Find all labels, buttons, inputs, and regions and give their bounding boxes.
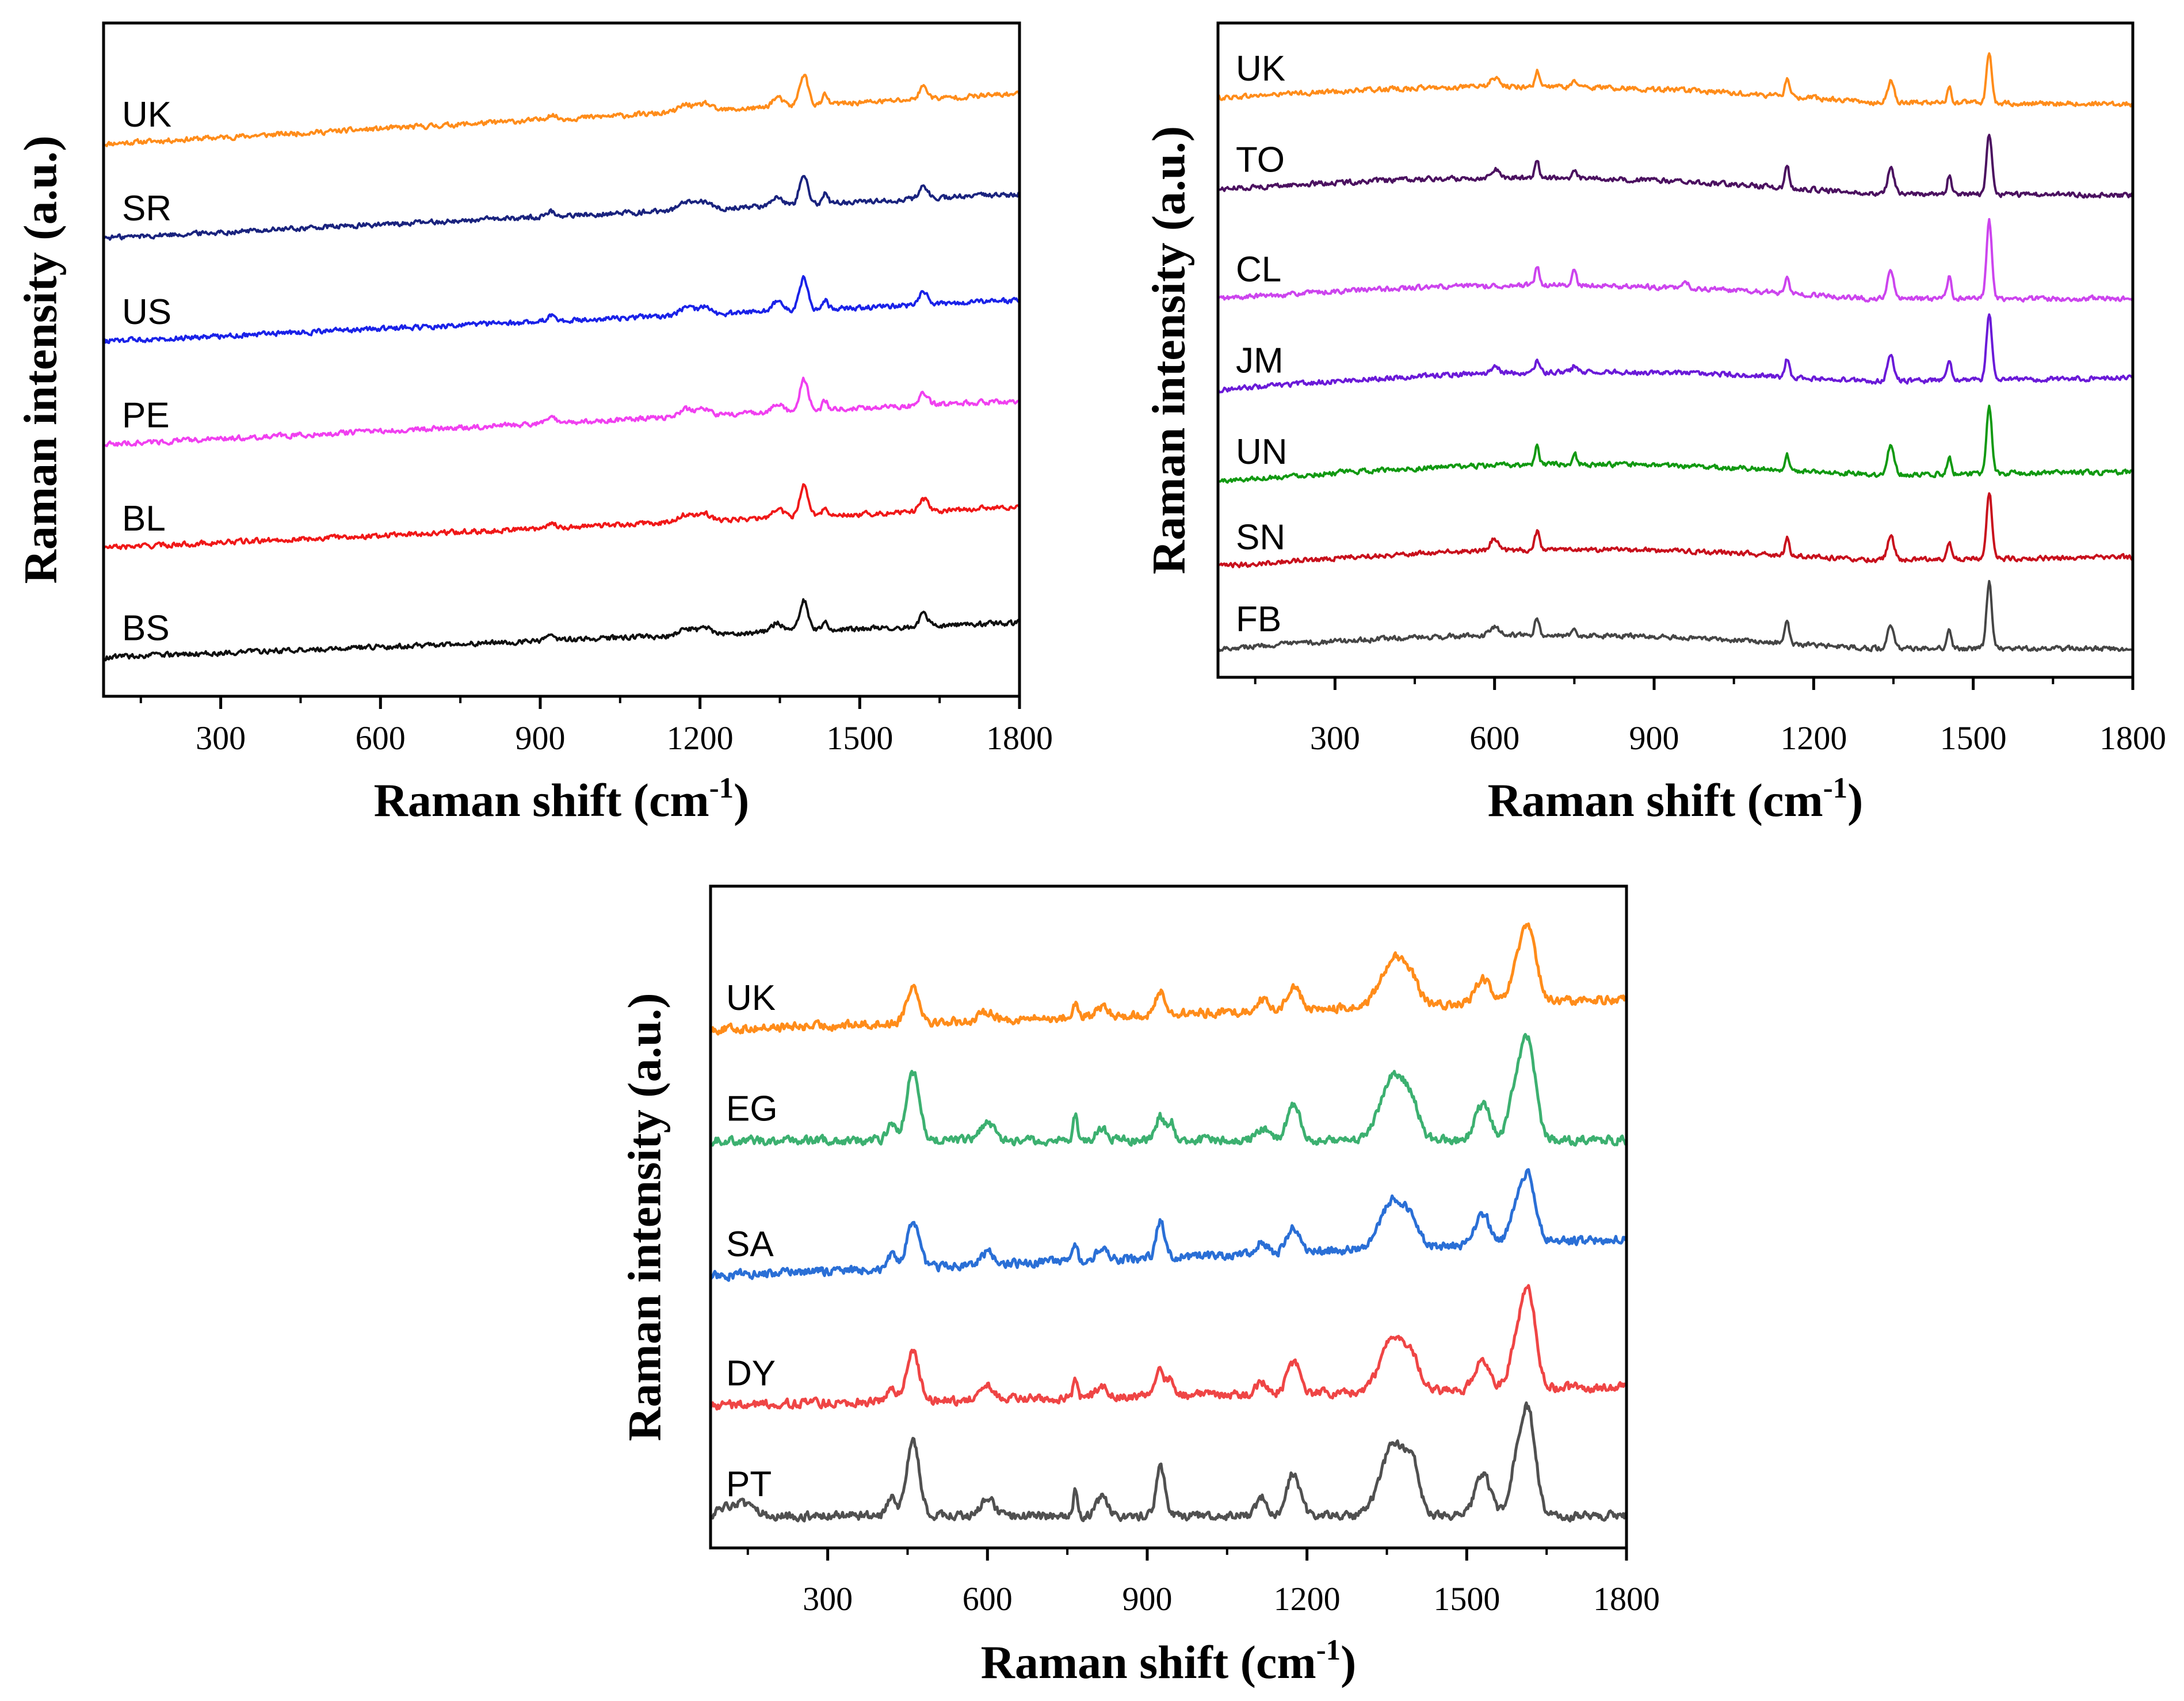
series-line-eg	[709, 1033, 1628, 1147]
x-tick-label: 600	[1469, 719, 1519, 757]
x-tick-label: 1200	[667, 719, 734, 757]
series-label-us: US	[122, 292, 171, 332]
x-tick-label: 1800	[2099, 719, 2166, 757]
series-line-dy	[709, 1284, 1627, 1411]
series-label-pe: PE	[122, 395, 170, 435]
x-axis-title: Raman shift (cm-1)	[374, 772, 750, 826]
series-line-cl	[1217, 218, 2134, 303]
x-tick-label: 900	[515, 719, 565, 757]
series-line-sr	[102, 175, 1021, 241]
series-line-pe	[103, 376, 1021, 448]
series-label-fb: FB	[1236, 600, 1281, 639]
series-line-uk	[103, 74, 1021, 147]
series-label-uk: UK	[122, 95, 171, 135]
x-tick-label: 300	[196, 719, 246, 757]
series-line-sa	[709, 1168, 1627, 1282]
series-line-uk	[709, 922, 1628, 1036]
series-label-dy: DY	[726, 1354, 776, 1394]
series-label-sn: SN	[1236, 517, 1285, 557]
series-line-bs	[102, 598, 1021, 662]
panel-bottom: UK EG SA DY PT 300 600 900 1200 1500 1800 Raman shi…	[618, 884, 1660, 1688]
series-label-cl: CL	[1236, 250, 1281, 289]
series-label-bl: BL	[122, 499, 166, 539]
x-tick-label: 1200	[1780, 719, 1847, 757]
x-tick-label: 900	[1122, 1580, 1172, 1618]
plot-frame	[102, 21, 1021, 698]
x-tick-label: 1800	[1593, 1580, 1660, 1618]
x-tick-label: 1500	[1940, 719, 2007, 757]
x-tick-label: 1500	[1433, 1580, 1500, 1618]
series-label-to: TO	[1236, 140, 1285, 180]
series-label-sr: SR	[122, 189, 171, 228]
series-label-pt: PT	[726, 1464, 772, 1504]
series-label-un: UN	[1236, 432, 1288, 472]
series-line-pt	[709, 1401, 1628, 1523]
series-line-bl	[102, 483, 1021, 550]
series-line-sn	[1217, 492, 2134, 569]
plot-frame	[1216, 21, 2135, 679]
series-line-un	[1217, 405, 2134, 484]
panel-top-right: UK TO CL JM UN SN FB 300 600 900 1200 1500 1800 Raman…	[1143, 21, 2166, 826]
plot-frame	[709, 884, 1628, 1550]
series-label-eg: EG	[726, 1089, 778, 1129]
y-axis-title: Raman intensity (a.u.)	[618, 993, 671, 1441]
x-tick-label: 1500	[826, 719, 893, 757]
x-tick-label: 1800	[986, 719, 1053, 757]
y-axis-title: Raman intensity (a.u.)	[14, 135, 67, 583]
series-line-jm	[1217, 313, 2134, 394]
series-line-us	[102, 275, 1021, 344]
series-label-bs: BS	[122, 608, 170, 648]
series-line-fb	[1217, 579, 2134, 653]
series-label-jm: JM	[1236, 341, 1284, 381]
series-line-uk	[1217, 52, 2133, 108]
series-label-uk: UK	[1236, 49, 1285, 89]
panel-top-left: UK SR US PE BL BS 300 600 900 1200 1500 1800 Raman s…	[14, 21, 1053, 826]
x-tick-label: 300	[803, 1580, 853, 1618]
x-tick-label: 600	[963, 1580, 1013, 1618]
series-label-uk: UK	[726, 978, 776, 1018]
series-line-to	[1217, 134, 2133, 199]
x-tick-label: 300	[1310, 719, 1360, 757]
series-label-sa: SA	[726, 1225, 774, 1264]
x-tick-label: 1200	[1274, 1580, 1341, 1618]
y-axis-title: Raman intensity (a.u.)	[1143, 126, 1195, 574]
x-tick-label: 600	[356, 719, 406, 757]
x-axis-title: Raman shift (cm-1)	[1488, 772, 1864, 826]
x-tick-label: 900	[1629, 719, 1679, 757]
x-axis-title: Raman shift (cm-1)	[981, 1634, 1357, 1688]
